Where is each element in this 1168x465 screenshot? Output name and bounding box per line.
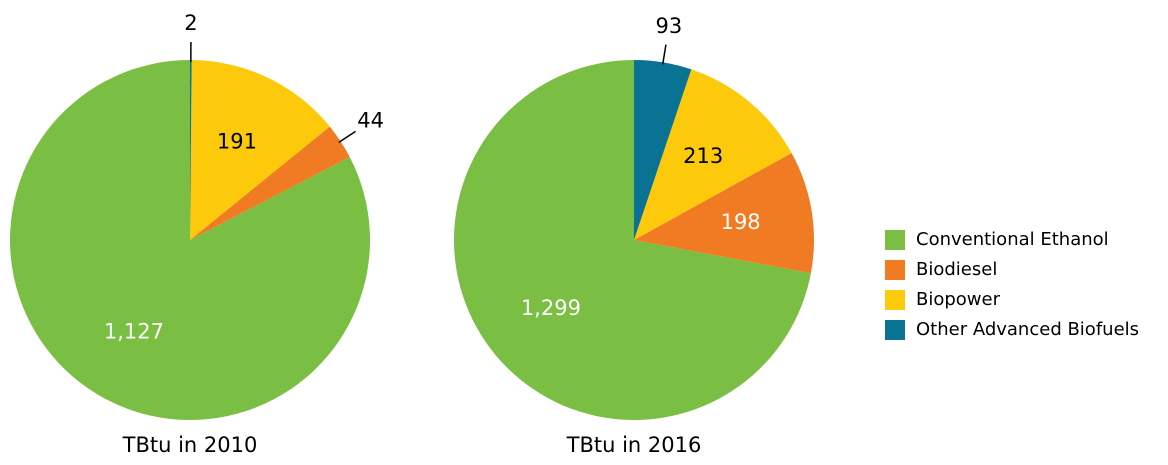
pie-slice xyxy=(190,60,330,241)
data-label: 1,127 xyxy=(104,319,164,343)
pie-slice xyxy=(190,126,350,240)
legend-label: Other Advanced Biofuels xyxy=(916,319,1139,340)
chart-title: TBtu in 2016 xyxy=(566,433,702,457)
legend-label: Biopower xyxy=(916,289,1001,310)
legend-swatch xyxy=(885,320,905,340)
pie-slice xyxy=(634,69,792,240)
pie-slice xyxy=(190,60,192,240)
pie-slice xyxy=(9,60,370,420)
legend-swatch xyxy=(885,260,905,280)
data-label: 213 xyxy=(683,144,723,168)
data-label: 93 xyxy=(655,14,682,38)
pie-slice xyxy=(634,153,814,274)
data-label: 198 xyxy=(721,210,761,234)
legend-swatch xyxy=(885,230,905,250)
data-label: 191 xyxy=(217,130,257,154)
pie-slice xyxy=(454,60,811,421)
legend-label: Biodiesel xyxy=(916,259,997,280)
data-label: 44 xyxy=(357,109,384,133)
legend-label: Conventional Ethanol xyxy=(916,229,1109,250)
pie-slice xyxy=(634,60,692,240)
legend-swatch xyxy=(885,290,905,310)
data-label: 2 xyxy=(184,11,197,35)
leader-line xyxy=(661,44,667,65)
data-label: 1,299 xyxy=(521,296,581,320)
leader-line xyxy=(338,130,356,144)
chart-title: TBtu in 2010 xyxy=(122,433,258,457)
